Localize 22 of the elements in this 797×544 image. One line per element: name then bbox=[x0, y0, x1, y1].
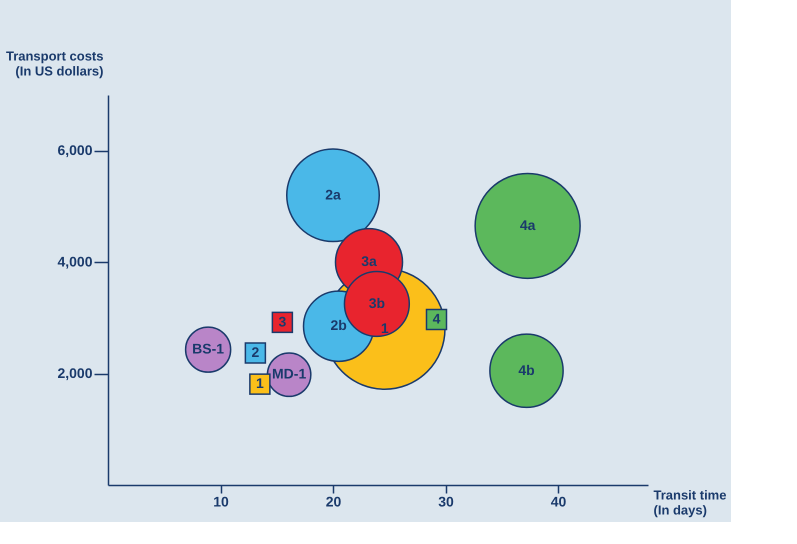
annotation: 2 bbox=[251, 344, 260, 360]
annotation: 1 bbox=[256, 375, 264, 392]
y-tick-label: 4,000 bbox=[57, 254, 93, 270]
x-tick-label: 10 bbox=[213, 494, 229, 510]
annotation: 4 bbox=[432, 310, 441, 327]
y-axis-title: Transport costs (In US dollars) bbox=[6, 48, 104, 78]
annotation: MD-1 bbox=[272, 366, 306, 382]
annotation: 2a bbox=[325, 186, 341, 202]
x-axis-title: Transit time (In days) bbox=[654, 488, 726, 518]
annotation: 3 bbox=[278, 313, 286, 330]
annotation: 4a bbox=[520, 216, 536, 233]
y-tick-label: 2,000 bbox=[57, 365, 93, 382]
x-tick-label: 20 bbox=[326, 494, 342, 510]
annotation: BS-1 bbox=[192, 340, 224, 357]
annotation: 4b bbox=[518, 362, 535, 378]
annotation: 3a bbox=[361, 253, 377, 270]
annotation: 1 bbox=[380, 320, 389, 336]
annotation: 2b bbox=[330, 317, 347, 334]
x-tick-label: 30 bbox=[438, 494, 454, 510]
x-tick-label: 40 bbox=[550, 494, 566, 510]
annotation: 3b bbox=[368, 294, 386, 311]
y-tick-label: 6,000 bbox=[57, 142, 93, 158]
